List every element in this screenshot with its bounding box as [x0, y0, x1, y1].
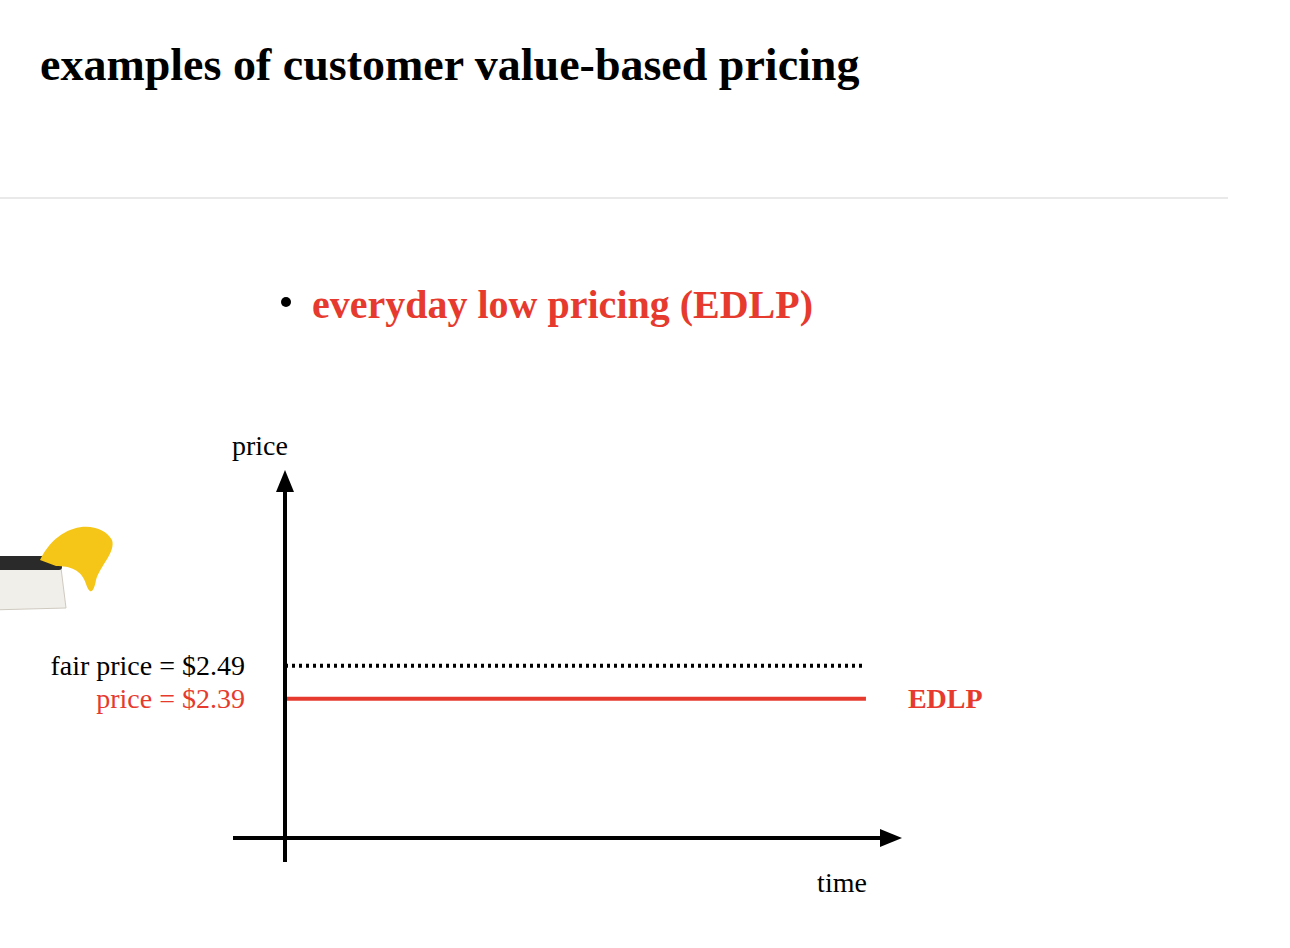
svg-text:examples of customer value-bas: examples of customer value-based pricing: [40, 39, 859, 90]
svg-text:price = $2.39: price = $2.39: [96, 683, 245, 714]
svg-text:EDLP: EDLP: [908, 683, 983, 714]
svg-text:price: price: [232, 430, 288, 461]
svg-text:fair price = $2.49: fair price = $2.49: [50, 650, 245, 681]
svg-text:time: time: [817, 867, 867, 898]
svg-text:everyday low pricing (EDLP): everyday low pricing (EDLP): [312, 282, 813, 327]
